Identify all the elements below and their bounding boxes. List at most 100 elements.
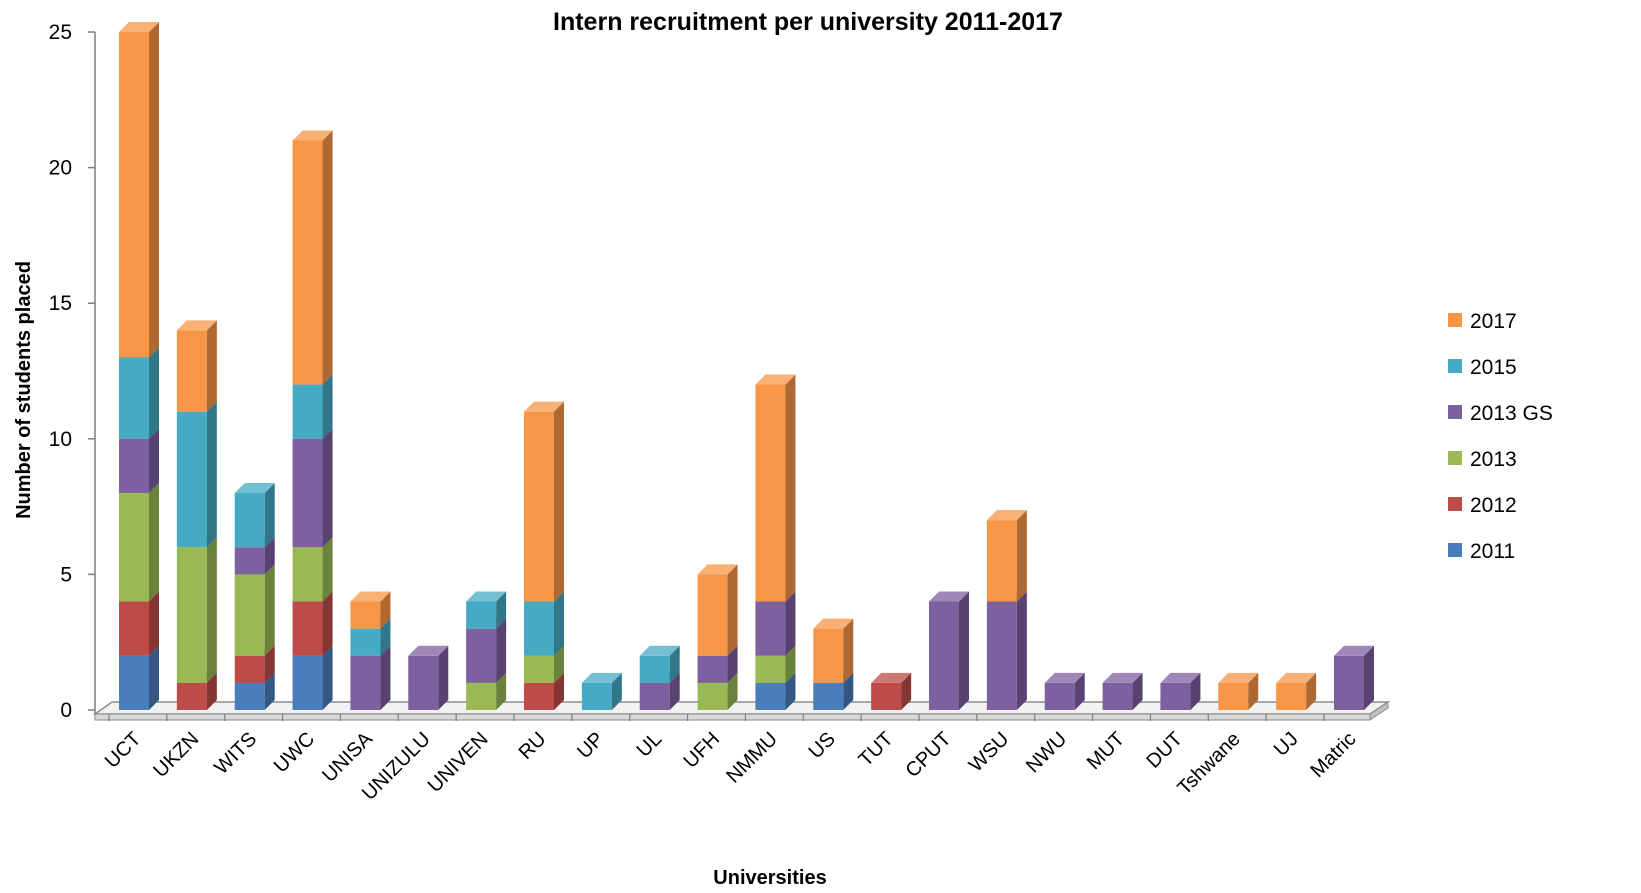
bar-segment bbox=[176, 537, 217, 683]
x-tick-label: UCT bbox=[101, 728, 146, 773]
legend-label: 2015 bbox=[1470, 356, 1517, 379]
bar-side bbox=[1132, 672, 1143, 710]
bar-side bbox=[206, 401, 217, 548]
bar-front bbox=[986, 601, 1017, 710]
legend-swatch bbox=[1448, 451, 1462, 465]
bar-segment bbox=[1160, 672, 1201, 710]
legend-swatch bbox=[1448, 313, 1462, 327]
x-tick-label: Matric bbox=[1306, 728, 1360, 782]
bar-front bbox=[755, 682, 786, 710]
bar-side bbox=[322, 645, 333, 710]
bar-side bbox=[554, 591, 564, 656]
bar-segment bbox=[119, 22, 159, 358]
bars bbox=[119, 22, 1374, 710]
bar-front bbox=[292, 601, 323, 656]
x-tick-label: UL bbox=[633, 728, 667, 762]
bar-front bbox=[1276, 682, 1307, 710]
bar-segment bbox=[986, 591, 1027, 710]
x-tick-label: US bbox=[805, 728, 840, 763]
bar-segment bbox=[639, 645, 680, 683]
bar-top bbox=[1334, 645, 1374, 656]
bar-segment bbox=[234, 564, 275, 656]
bar-top bbox=[292, 130, 333, 141]
bar-front bbox=[292, 438, 323, 548]
bar-segment bbox=[176, 320, 217, 412]
bar-front bbox=[119, 32, 149, 358]
bar-side bbox=[264, 672, 275, 710]
bar-front bbox=[176, 682, 207, 710]
bar-side bbox=[496, 618, 507, 683]
legend-item: 2017 bbox=[1448, 310, 1517, 333]
bar-front bbox=[350, 601, 381, 629]
bar-front bbox=[755, 655, 786, 683]
bar-front bbox=[119, 655, 149, 710]
bar-side bbox=[149, 591, 159, 656]
bar-front bbox=[813, 628, 844, 683]
bar-front bbox=[350, 655, 381, 710]
bar-top bbox=[408, 645, 449, 656]
bar-front bbox=[176, 547, 207, 683]
bar-front bbox=[697, 682, 728, 710]
bar-side bbox=[380, 645, 391, 710]
bar-top bbox=[639, 645, 680, 656]
bar-front bbox=[1218, 682, 1249, 710]
bar-side bbox=[264, 537, 275, 575]
bar-segment bbox=[755, 672, 796, 710]
bar-front bbox=[524, 682, 554, 710]
bar-segment bbox=[581, 672, 622, 710]
bar-front bbox=[350, 628, 381, 656]
bar-front bbox=[292, 384, 323, 439]
bar-segment bbox=[292, 374, 333, 439]
bar-front bbox=[697, 655, 728, 683]
bar-front bbox=[813, 682, 844, 710]
bar-side bbox=[727, 645, 738, 683]
bar-front bbox=[466, 628, 497, 683]
bar-front bbox=[292, 547, 323, 602]
bar-side bbox=[149, 645, 159, 710]
bar-side bbox=[669, 672, 680, 710]
legend-label: 2011 bbox=[1470, 540, 1515, 563]
x-tick-label: UP bbox=[573, 728, 608, 763]
bar-side bbox=[322, 537, 333, 602]
bar-side bbox=[901, 672, 912, 710]
bar-side bbox=[1190, 672, 1201, 710]
bar-side bbox=[264, 483, 275, 548]
bar-side bbox=[264, 645, 275, 683]
bar-segment bbox=[524, 591, 564, 656]
x-tick-label: UWC bbox=[270, 728, 319, 777]
y-tick-label: 0 bbox=[60, 699, 72, 722]
bar-front bbox=[929, 601, 959, 710]
bar-side bbox=[206, 537, 217, 683]
bar-front bbox=[466, 682, 497, 710]
bar-top bbox=[234, 483, 275, 494]
x-tick-label: RU bbox=[515, 728, 551, 764]
bar-segment bbox=[1276, 672, 1317, 710]
bar-side bbox=[322, 428, 333, 548]
bar-segment bbox=[350, 591, 391, 629]
bar-segment bbox=[1044, 672, 1085, 710]
bar-segment bbox=[119, 347, 159, 439]
legend: 2017 2015 2013 GS 2013 2012 2011 bbox=[1448, 310, 1553, 563]
legend-label: 2013 GS bbox=[1470, 402, 1553, 425]
axes bbox=[88, 31, 1391, 721]
bar-front bbox=[1044, 682, 1075, 710]
bar-side bbox=[496, 591, 507, 629]
legend-item: 2015 bbox=[1448, 356, 1517, 379]
bar-side bbox=[206, 672, 217, 710]
bar-front bbox=[234, 655, 265, 683]
bar-side bbox=[1074, 672, 1085, 710]
bar-front bbox=[292, 140, 323, 385]
bar-side bbox=[727, 672, 738, 710]
legend-item: 2013 GS bbox=[1448, 402, 1553, 425]
bar-side bbox=[554, 645, 564, 683]
bar-front bbox=[986, 520, 1017, 602]
bar-top bbox=[813, 618, 854, 629]
floor-side bbox=[1369, 701, 1389, 721]
bar-front bbox=[234, 493, 265, 548]
x-tick-label: TUT bbox=[855, 728, 898, 771]
bar-segment bbox=[813, 618, 854, 683]
x-tick-label: CPUT bbox=[901, 728, 955, 782]
x-tick-label: UKZN bbox=[149, 728, 203, 782]
bar-segment bbox=[176, 401, 217, 548]
